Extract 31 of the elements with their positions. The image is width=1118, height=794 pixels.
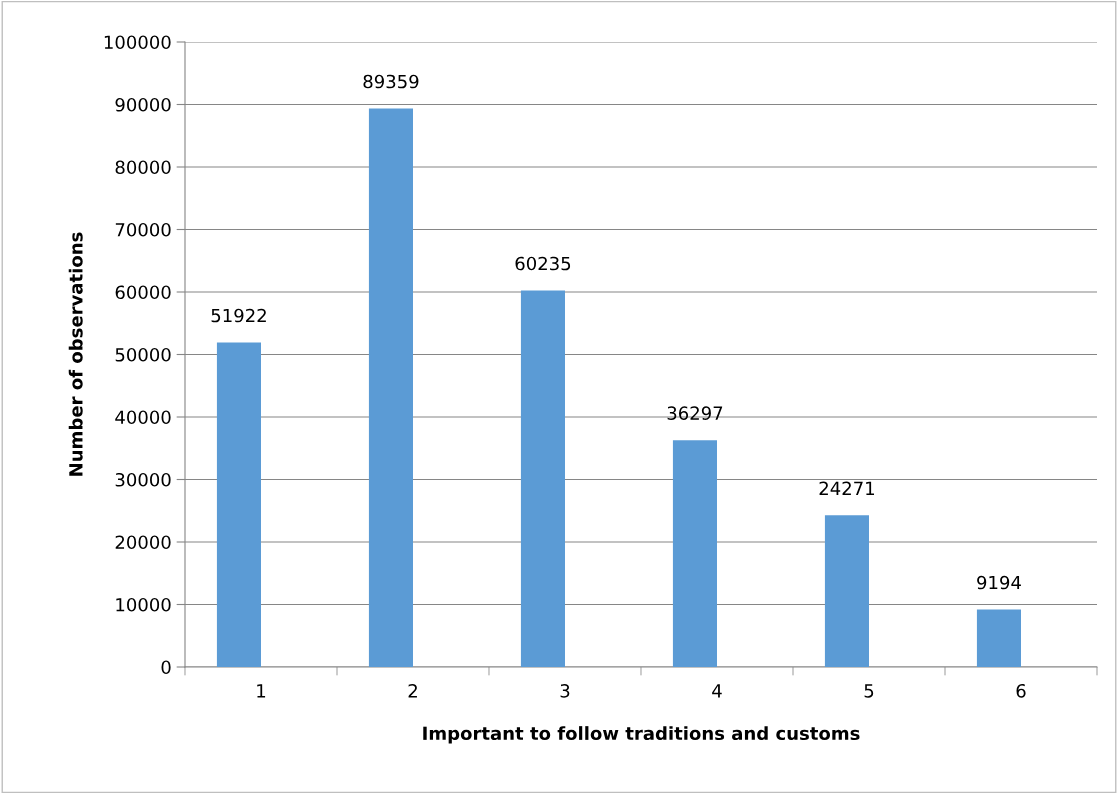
data-label: 24271 — [819, 481, 875, 495]
x-tick-label: 3 — [560, 683, 570, 698]
y-tick-label: 70000 — [115, 222, 171, 237]
y-tick-label: 50000 — [115, 347, 171, 362]
y-tick-label: 10000 — [116, 597, 171, 612]
y-tick-label: 100000 — [104, 35, 171, 50]
x-axis-title: Important to follow traditions and customs — [423, 726, 860, 744]
bar — [824, 515, 869, 667]
y-tick-label: 60000 — [115, 285, 171, 300]
x-tick-label: 6 — [1016, 683, 1026, 698]
bar — [368, 108, 413, 667]
y-tick-label: 30000 — [115, 472, 171, 487]
y-tick-label: 20000 — [115, 535, 171, 550]
bar — [216, 342, 261, 667]
data-label: 36297 — [667, 406, 723, 420]
bar — [520, 290, 565, 667]
bar — [672, 440, 717, 667]
data-label: 51922 — [211, 308, 266, 323]
bar — [976, 609, 1021, 667]
data-label: 89359 — [363, 74, 419, 89]
x-tick-label: 5 — [864, 684, 874, 698]
y-tick-label: 40000 — [115, 410, 171, 425]
data-label: 60235 — [515, 256, 571, 271]
y-tick-label: 90000 — [115, 97, 171, 112]
data-label: 9194 — [977, 575, 1021, 590]
y-tick-label: 80000 — [115, 160, 171, 175]
y-tick-label: 0 — [161, 660, 171, 675]
x-tick-label: 1 — [257, 684, 266, 698]
x-tick-label: 2 — [408, 683, 417, 698]
x-tick-label: 4 — [712, 684, 722, 698]
y-axis-title: Number of observations — [68, 232, 83, 476]
